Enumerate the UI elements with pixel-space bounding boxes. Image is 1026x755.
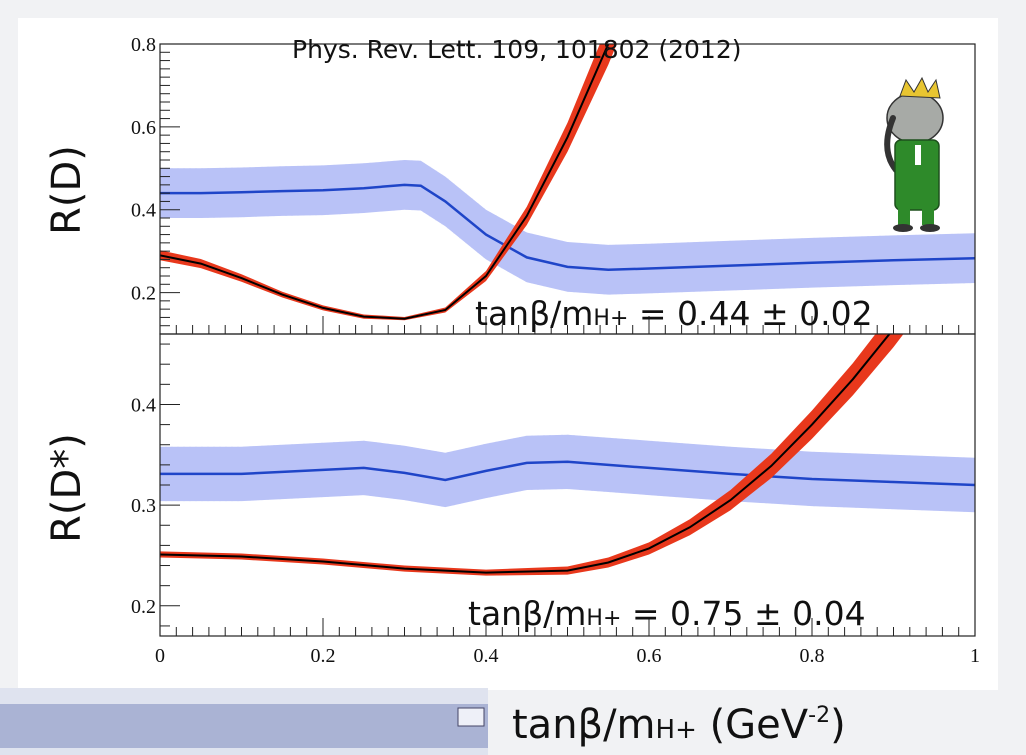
x-tick-label: 1: [970, 645, 980, 667]
y-tick-label-r-d: 0.6: [131, 117, 156, 139]
red-prediction-band-r-dstar: [160, 334, 904, 576]
x-axis-title-close: ): [830, 702, 846, 748]
x-tick-label: 0.6: [637, 645, 662, 667]
x-axis-title-main: tanβ/m: [512, 702, 656, 748]
x-tick-label: 0.2: [311, 645, 336, 667]
plot-area-r-dstar: [160, 334, 975, 576]
y-tick-label-r-dstar: 0.3: [131, 495, 156, 517]
x-axis-title: tanβ/mH+ (GeV-2): [512, 702, 846, 748]
y-tick-label-r-d: 0.8: [131, 34, 156, 56]
annotation-sub: H+: [593, 306, 628, 331]
annotation-main: tanβ/m: [468, 594, 586, 633]
figure-background: [18, 18, 998, 690]
annotation-value: = 0.44 ± 0.02: [628, 294, 872, 333]
x-tick-label: 0: [155, 645, 165, 667]
y-tick-label-r-d: 0.4: [131, 200, 156, 222]
annotation-value: = 0.75 ± 0.04: [621, 594, 865, 633]
y-axis-title-r-dstar: R(D*): [44, 433, 90, 543]
elephant-mascot-icon: [884, 76, 944, 232]
x-tick-label: 0.4: [474, 645, 499, 667]
reference-citation: Phys. Rev. Lett. 109, 101802 (2012): [292, 35, 742, 64]
x-axis-title-sup: -2: [808, 703, 830, 728]
panel-r-d: 0.2 0.4 0.6 0.8 R(D) tanβ/mH+ = 0.44 ± 0.02: [44, 34, 976, 335]
x-axis-title-unit: (GeV: [697, 702, 809, 748]
y-tick-label-r-d: 0.2: [131, 283, 156, 305]
y-axis-title-r-d: R(D): [44, 145, 90, 235]
y-tick-label-r-dstar: 0.4: [131, 394, 156, 416]
fit-result-annotation-r-dstar: tanβ/mH+ = 0.75 ± 0.04: [468, 594, 866, 633]
y-tick-label-r-dstar: 0.2: [131, 596, 156, 618]
x-tick-label: 0.8: [800, 645, 825, 667]
annotation-sub: H+: [586, 606, 621, 631]
fit-result-annotation-r-d: tanβ/mH+ = 0.44 ± 0.02: [475, 294, 873, 333]
x-axis-title-sub: H+: [656, 715, 697, 745]
decorative-bar: [0, 704, 488, 748]
blue-central-line-r-d: [160, 183, 975, 272]
panel-r-dstar: 0.2 0.3 0.4 0 0.2 0.4 0.6 0.8 1 R(D*) tanβ/mH+ = 0…: [44, 333, 980, 667]
annotation-main: tanβ/m: [475, 294, 593, 333]
decorative-icon: [457, 707, 485, 727]
